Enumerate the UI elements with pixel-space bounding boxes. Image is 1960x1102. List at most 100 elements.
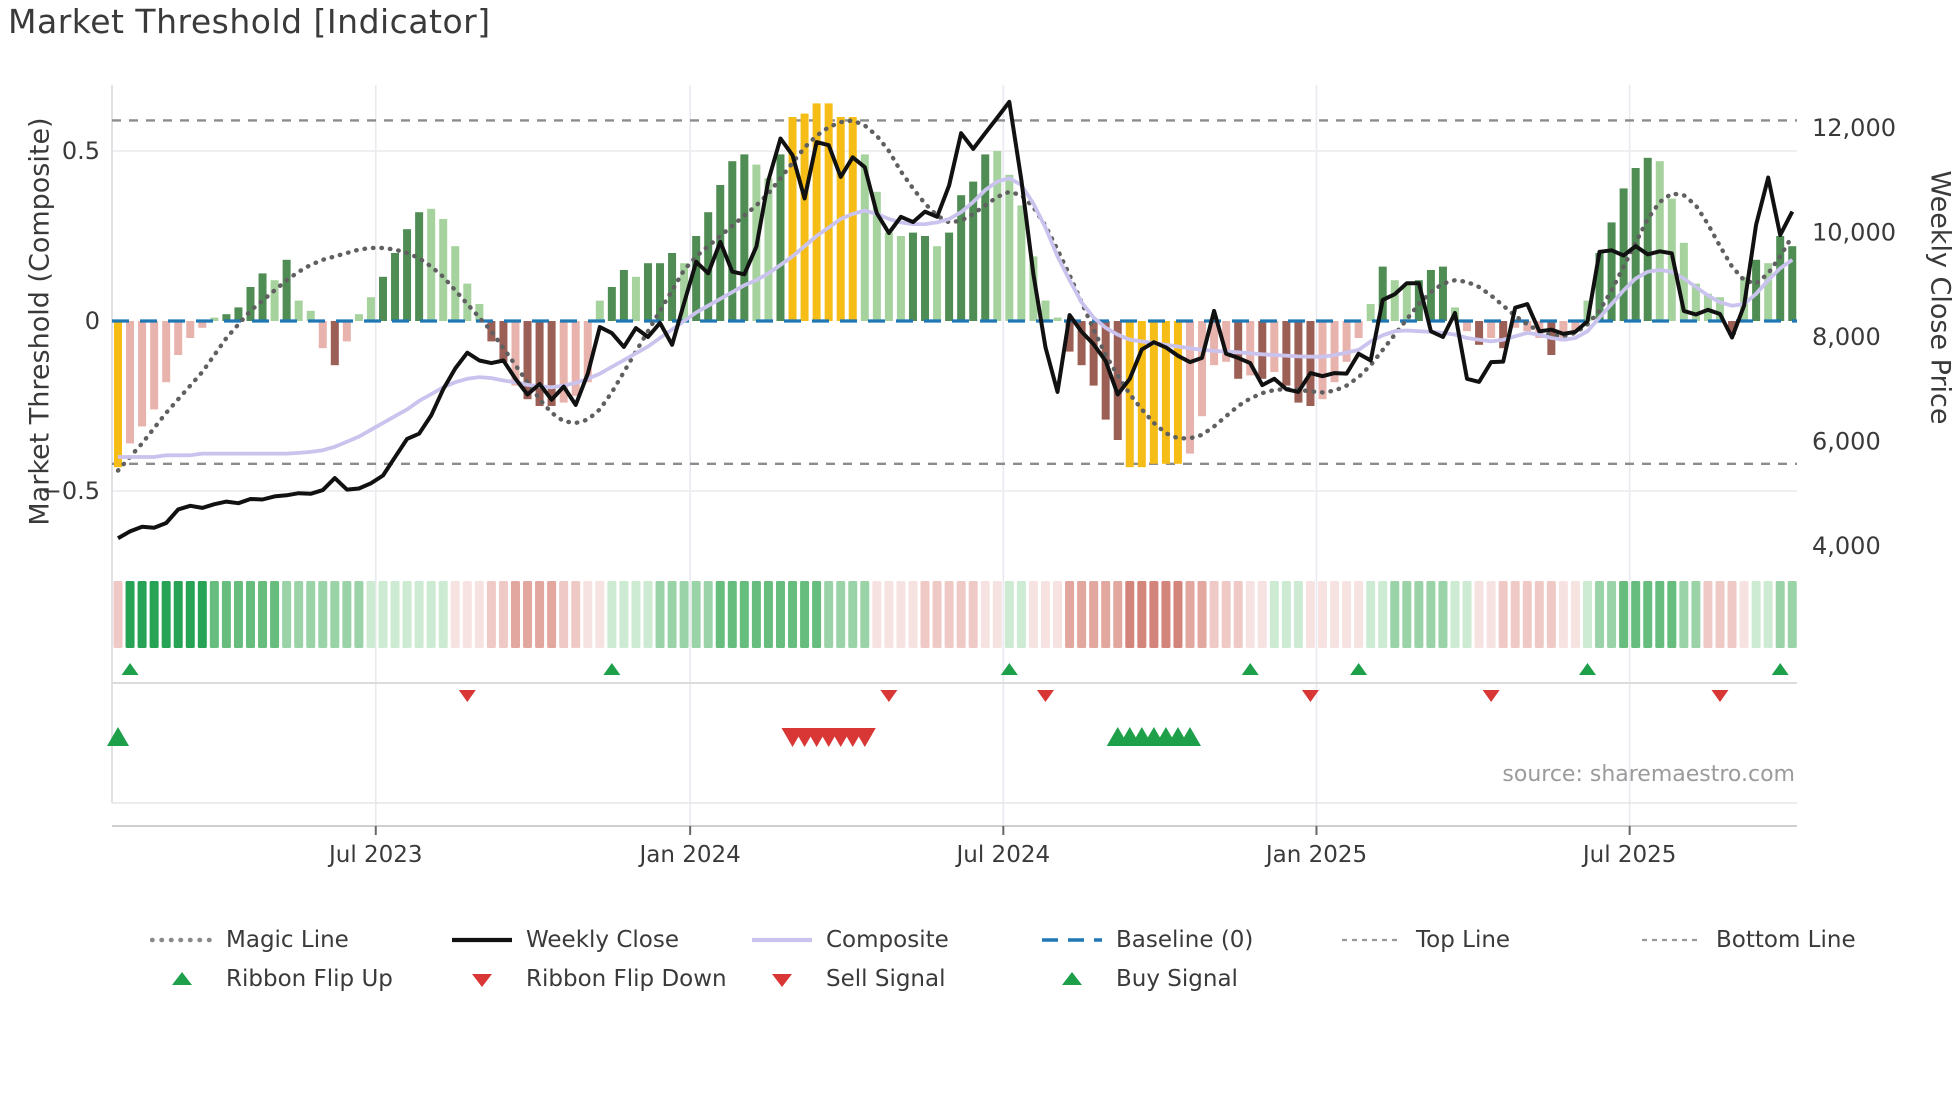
ribbon-cell [956,581,966,648]
threshold-bar [1270,321,1279,372]
ribbon-cell [1558,581,1568,648]
threshold-bar [740,154,749,321]
ribbon-cell [498,581,508,648]
threshold-bar [126,321,135,444]
ribbon-cell [161,581,171,648]
ribbon-cell [1330,581,1340,648]
threshold-bar [354,314,363,321]
ribbon-cell [474,581,484,648]
threshold-bar [391,253,400,321]
threshold-bar [981,154,990,321]
ribbon-cell [1546,581,1556,648]
threshold-bar [1222,321,1231,362]
ribbon-cell [932,581,942,648]
threshold-bar [246,287,255,321]
source-text: source: sharemaestro.com [1502,762,1795,787]
ribbon-cell [366,581,376,648]
threshold-bar [475,304,484,321]
threshold-bar [571,321,580,396]
ribbon-cell [209,581,219,648]
threshold-bar [451,246,460,321]
ribbon-cell [1209,581,1219,648]
ribbon-cell [1318,581,1327,648]
ribbon-cell [1486,581,1496,648]
ribbon-cell [1077,581,1087,648]
ribbon-cell [1498,581,1508,648]
threshold-bar [595,300,604,321]
x-tick-label: Jul 2025 [1581,842,1677,868]
threshold-bar [162,321,171,383]
threshold-bar [1137,321,1146,468]
threshold-bar [908,232,917,321]
ribbon-cell [270,581,280,648]
ribbon-flip-up-marker [1000,663,1018,675]
ribbon-cell [354,581,364,648]
threshold-bar [1258,321,1267,379]
ribbon-cell [1089,581,1099,648]
ribbon-cell [800,581,810,648]
ribbon-flip-down-marker [1301,690,1319,702]
threshold-bar [342,321,351,342]
threshold-bar [764,178,773,321]
ribbon-cell [1619,581,1629,648]
ribbon-cell [1703,581,1713,648]
ribbon-cell [1305,581,1315,648]
buy-signal-marker [107,727,129,746]
ribbon-cell [1366,581,1376,648]
threshold-bar [535,321,544,406]
ribbon-cell [968,581,978,648]
threshold-bar [330,321,339,366]
threshold-bar [174,321,183,355]
ribbon-cell [559,581,569,648]
threshold-bar [1306,321,1315,406]
threshold-bar [1438,266,1447,321]
threshold-bar [812,103,821,322]
ribbon-layer [113,581,1797,648]
ribbon-cell [1342,581,1352,648]
ribbon-cell [1101,581,1111,648]
threshold-bar [1113,321,1122,440]
ribbon-cell [330,581,340,648]
threshold-bar [258,273,267,321]
ribbon-cell [1522,581,1532,648]
ribbon-cell [1053,581,1063,648]
threshold-bar [680,263,689,321]
ribbon-cell [1065,581,1075,648]
ribbon-cell [1257,581,1267,648]
threshold-bar [150,321,159,410]
threshold-bar [1210,321,1219,366]
threshold-bar [607,287,616,321]
ribbon-cell [221,581,231,648]
threshold-bar [499,321,508,362]
threshold-bar [884,232,893,321]
ribbon-cell [318,581,328,648]
ribbon-cell [486,581,496,648]
ribbon-cell [197,581,207,648]
ribbon-cell [1016,581,1026,648]
threshold-bar [631,276,640,321]
threshold-bar [1511,321,1520,328]
weekly-close-line [117,99,1795,540]
buy-signal-marker [1179,727,1202,746]
ribbon-cell [1462,581,1472,648]
ribbon-cell [1763,581,1773,648]
threshold-bar [656,263,665,321]
ribbon-cell [1691,581,1701,648]
ribbon-cell [884,581,894,648]
threshold-bar [1318,321,1327,400]
ribbon-cell [1595,581,1605,648]
threshold-bar [1005,174,1014,321]
ribbon-cell [992,581,1002,648]
threshold-bar [1499,321,1508,349]
ribbon-cell [1004,581,1014,648]
ribbon-flip-up-marker [1578,663,1596,675]
threshold-bar [848,117,857,321]
threshold-bar [234,307,243,321]
ribbon-cell [1570,581,1580,648]
ribbon-cell [1354,581,1364,648]
ribbon-cell [739,581,749,648]
ribbon-cell [1667,581,1677,648]
threshold-bar [1294,321,1303,403]
threshold-bar [511,321,520,386]
sell-signal-marker [853,728,876,747]
